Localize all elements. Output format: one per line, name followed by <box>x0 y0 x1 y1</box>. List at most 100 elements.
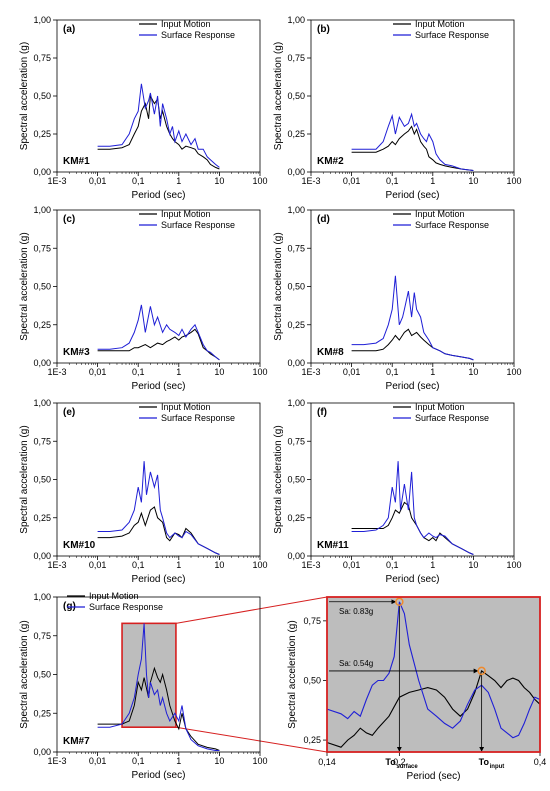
x-axis-title: Period (sec) <box>407 771 461 782</box>
series-input-motion <box>351 328 474 361</box>
x-tick-label: 10 <box>214 176 224 186</box>
zoom-connector-bottom <box>175 726 328 753</box>
legend-label-surface: Surface Response <box>415 220 489 230</box>
plot-frame <box>310 209 515 364</box>
x-axis-title: Period (sec) <box>132 381 186 392</box>
series-input-motion <box>351 125 474 171</box>
panel-label: (c) <box>63 214 75 225</box>
legend-label-surface: Surface Response <box>89 602 163 612</box>
zoom-region-box <box>121 622 177 728</box>
x-tick-label: 0,01 <box>89 176 107 186</box>
legend-label-surface: Surface Response <box>161 413 235 423</box>
chart-panel-zoom: 0,14 0,2 0,4 0,25 0,50 0,75 Period (sec) Spectr… <box>287 596 546 782</box>
x-tick-label: 0,01 <box>89 560 107 570</box>
station-label: KM#2 <box>317 156 344 167</box>
y-tick-label: 0,75 <box>33 436 51 446</box>
station-label: KM#3 <box>63 347 90 358</box>
x-tick-label: 0,1 <box>386 560 399 570</box>
y-tick-label: 0,25 <box>33 129 51 139</box>
y-tick-label: 0,00 <box>287 551 305 561</box>
y-tick-label: 0,75 <box>33 243 51 253</box>
x-tick-label: 1 <box>430 367 435 377</box>
x-tick-label: 0,1 <box>386 176 399 186</box>
y-tick-label: 0,50 <box>287 91 305 101</box>
x-tick-label: 10 <box>468 560 478 570</box>
x-axis-title: Period (sec) <box>386 190 440 201</box>
panel-label: (e) <box>63 407 75 418</box>
x-axis-title: Period (sec) <box>386 381 440 392</box>
x-tick-label: 1E-3 <box>301 367 320 377</box>
x-tick-label: 0,01 <box>343 367 361 377</box>
x-tick-label: 10 <box>468 176 478 186</box>
y-tick-label: 0,75 <box>33 631 51 641</box>
y-tick-label: 0,25 <box>33 320 51 330</box>
panel-label: (b) <box>317 24 330 35</box>
x-tick-label: 0,01 <box>343 560 361 570</box>
y-tick-label: 0,75 <box>287 436 305 446</box>
chart-panel-2: 1E-3 0,01 0,1 1 10 100 0,00 0,25 0,50 0,75 1,00 Per… <box>273 15 522 201</box>
to-input-label: To <box>479 757 490 767</box>
y-axis-title: Spectral acceleration (g) <box>273 425 284 533</box>
series-surface-response <box>351 461 474 555</box>
y-tick-label: 0,00 <box>287 167 305 177</box>
y-axis-title: Spectral acceleration (g) <box>19 425 30 533</box>
y-tick-label: 0,50 <box>33 282 51 292</box>
legend-label-surface: Surface Response <box>161 220 235 230</box>
peak-marker-surface <box>395 597 404 607</box>
x-tick-label: 0,1 <box>132 560 145 570</box>
legend-label-surface: Surface Response <box>161 30 235 40</box>
y-tick-label: 0,25 <box>33 708 51 718</box>
legend-label-surface: Surface Response <box>415 30 489 40</box>
peak-marker-input <box>477 666 486 676</box>
chart-panel-6: 1E-3 0,01 0,1 1 10 100 0,00 0,25 0,50 0,75 1,00 Per… <box>273 398 522 585</box>
y-tick-label: 0,25 <box>287 320 305 330</box>
x-axis-title: Period (sec) <box>386 574 440 585</box>
x-tick-label: 100 <box>252 176 267 186</box>
y-axis-title: Spectral acceleration (g) <box>19 42 30 150</box>
series-surface-response <box>97 83 220 168</box>
station-label: KM#8 <box>317 347 344 358</box>
station-label: KM#10 <box>63 540 96 551</box>
y-tick-label: 1,00 <box>33 398 51 408</box>
x-tick-label: 1 <box>176 176 181 186</box>
series-surface-response <box>326 601 541 739</box>
chart-panel-1: 1E-3 0,01 0,1 1 10 100 0,00 0,25 0,50 0,75 1,00 Per… <box>19 15 268 201</box>
series-input-motion <box>97 94 220 170</box>
y-tick-label: 1,00 <box>287 398 305 408</box>
y-tick-label: 0,50 <box>33 91 51 101</box>
y-tick-label: 0,75 <box>287 53 305 63</box>
x-tick-label: 0,1 <box>132 756 145 766</box>
series-surface-response <box>97 304 220 361</box>
legend-label-input: Input Motion <box>415 19 465 29</box>
zoom-panel-frame <box>326 596 541 753</box>
x-tick-label: 1E-3 <box>301 560 320 570</box>
y-tick-label: 1,00 <box>33 205 51 215</box>
y-tick-label: 0,00 <box>33 747 51 757</box>
to-surface-subscript: surface <box>396 764 418 770</box>
x-tick-label: 100 <box>506 367 521 377</box>
y-tick-label: 0,75 <box>303 616 321 626</box>
y-tick-label: 0,50 <box>33 670 51 680</box>
series-input-motion <box>97 328 220 361</box>
y-axis-title: Spectral acceleration (g) <box>19 232 30 340</box>
legend-label-input: Input Motion <box>161 209 211 219</box>
plot-frame <box>56 209 261 364</box>
x-tick-label: 0,2 <box>393 757 406 767</box>
chart-panel-7: 1E-3 0,01 0,1 1 10 100 0,00 0,25 0,50 0,75 1,00 Per… <box>19 591 328 781</box>
station-label: KM#1 <box>63 156 90 167</box>
y-tick-label: 0,00 <box>287 358 305 368</box>
x-tick-label: 1E-3 <box>301 176 320 186</box>
x-tick-label: 100 <box>252 560 267 570</box>
legend-label-input: Input Motion <box>415 209 465 219</box>
sa-surface-label: Sa: 0.83g <box>339 607 373 616</box>
x-tick-label: 0,1 <box>386 367 399 377</box>
y-tick-label: 0,00 <box>33 358 51 368</box>
y-tick-label: 0,00 <box>33 167 51 177</box>
y-tick-label: 0,50 <box>303 675 321 685</box>
x-tick-label: 0,14 <box>318 757 336 767</box>
y-tick-label: 0,25 <box>33 513 51 523</box>
x-tick-label: 1 <box>176 756 181 766</box>
y-tick-label: 0,25 <box>303 735 321 745</box>
series-surface-response <box>351 275 474 361</box>
